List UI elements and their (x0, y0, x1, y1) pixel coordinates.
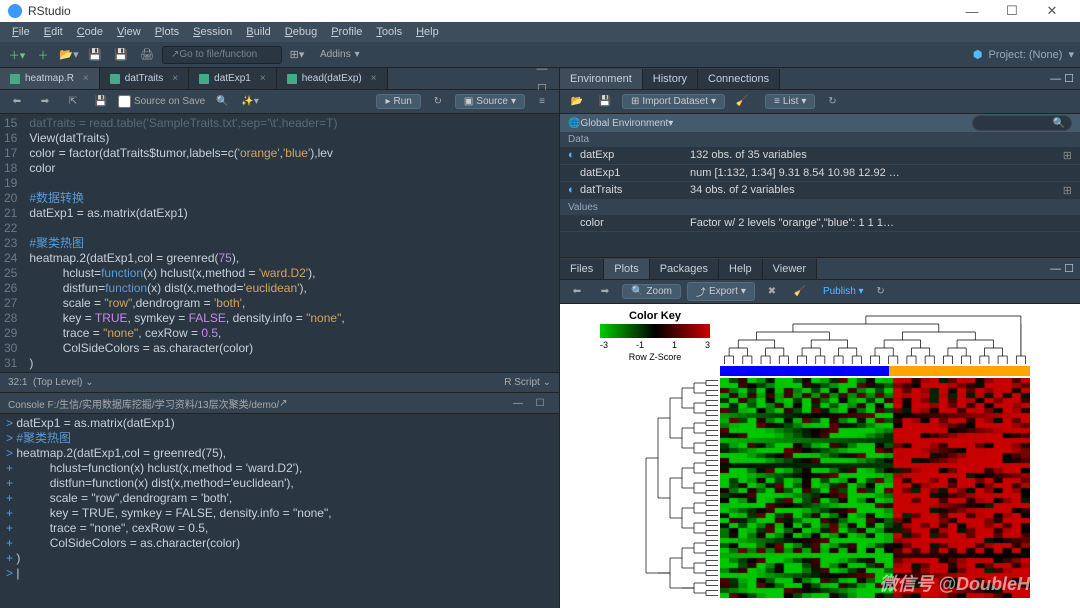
env-tabs: EnvironmentHistoryConnections— ☐ (560, 68, 1080, 90)
plots-tab-packages[interactable]: Packages (650, 259, 719, 279)
print-button[interactable]: 🖨 (136, 45, 158, 65)
refresh-env-button[interactable]: ↻ (821, 92, 843, 112)
new-project-button[interactable]: ＋ (32, 45, 54, 65)
menu-view[interactable]: View (111, 24, 147, 40)
menu-edit[interactable]: Edit (38, 24, 69, 40)
env-toolbar: 📂 💾 ⊞ Import Dataset ▾ 🧹 ≡ List ▾ ↻ (560, 90, 1080, 114)
source-tab[interactable]: datTraits× (100, 68, 189, 89)
env-search[interactable]: 🔍 (972, 115, 1072, 131)
env-scope[interactable]: 🌐 Global Environment ▾ 🔍 (560, 114, 1080, 132)
console-max-button[interactable]: ☐ (529, 393, 551, 413)
open-file-button[interactable]: 📂▾ (58, 45, 80, 65)
plots-tab-help[interactable]: Help (719, 259, 763, 279)
env-tab-history[interactable]: History (643, 69, 698, 89)
console-header: Console F:/生信/实用数据库挖掘/学习资料/13层次聚类/demo/ … (0, 392, 559, 414)
console-path: Console F:/生信/实用数据库挖掘/学习资料/13层次聚类/demo/ (8, 396, 279, 411)
menu-profile[interactable]: Profile (325, 24, 368, 40)
env-tab-environment[interactable]: Environment (560, 69, 643, 89)
source-tab[interactable]: head(datExp)× (277, 68, 388, 89)
console-output[interactable]: > datExp1 = as.matrix(datExp1)> #聚类热图> h… (0, 414, 559, 608)
run-button[interactable]: ▸ Run (376, 94, 420, 109)
addins-menu[interactable]: Addins ▾ (312, 47, 368, 62)
project-menu[interactable]: ⬢Project: (None) ▾ (973, 48, 1074, 61)
list-view-button[interactable]: ≡ List ▾ (765, 94, 815, 109)
menu-session[interactable]: Session (187, 24, 238, 40)
refresh-plot-button[interactable]: ↻ (870, 282, 892, 302)
env-data: Data◐datExp132 obs. of 35 variables⊞datE… (560, 132, 1080, 257)
goto-file-input[interactable]: ↗ Go to file/function (162, 46, 282, 64)
minimize-button[interactable]: — (952, 4, 992, 19)
forward-button[interactable]: ➡ (34, 92, 56, 112)
back-button[interactable]: ⬅ (6, 92, 28, 112)
menu-code[interactable]: Code (71, 24, 109, 40)
menu-help[interactable]: Help (410, 24, 445, 40)
save-ws-button[interactable]: 💾 (594, 92, 616, 112)
new-file-button[interactable]: ＋▾ (6, 45, 28, 65)
color-key: Color Key -3-113 Row Z-Score (600, 310, 710, 362)
clear-plots-button[interactable]: 🧹 (789, 282, 811, 302)
menu-plots[interactable]: Plots (149, 24, 185, 40)
source-editor[interactable]: 151617181920212223242526272829303132 dat… (0, 114, 559, 372)
menu-build[interactable]: Build (240, 24, 276, 40)
export-button[interactable]: ⤴ Export ▾ (687, 282, 755, 301)
clear-env-button[interactable]: 🧹 (731, 92, 753, 112)
source-toolbar: ⬅ ➡ ⇱ 💾 Source on Save 🔍 ✨▾ ▸ Run ↻ ▣ So… (0, 90, 559, 114)
dendrogram-top (720, 314, 1030, 364)
source-button[interactable]: ▣ Source ▾ (455, 94, 525, 109)
menu-tools[interactable]: Tools (370, 24, 408, 40)
zoom-button[interactable]: 🔍 Zoom (622, 284, 681, 299)
plots-toolbar: ⬅ ➡ 🔍 Zoom ⤴ Export ▾ ✖ 🧹 Publish ▾ ↻ (560, 280, 1080, 304)
plots-tab-plots[interactable]: Plots (604, 259, 649, 279)
source-tab[interactable]: heatmap.R× (0, 68, 100, 89)
rerun-button[interactable]: ↻ (427, 92, 449, 112)
save-source-button[interactable]: 💾 (90, 92, 112, 112)
source-tabs: heatmap.R×datTraits×datExp1×head(datExp)… (0, 68, 559, 90)
prev-plot-button[interactable]: ⬅ (566, 282, 588, 302)
rstudio-icon (8, 4, 22, 18)
color-key-gradient (600, 324, 710, 338)
find-button[interactable]: 🔍 (211, 92, 233, 112)
next-plot-button[interactable]: ➡ (594, 282, 616, 302)
env-row[interactable]: datExp1num [1:132, 1:34] 9.31 8.54 10.98… (560, 165, 1080, 182)
import-dataset-button[interactable]: ⊞ Import Dataset ▾ (622, 94, 725, 109)
menubar: FileEditCodeViewPlotsSessionBuildDebugPr… (0, 22, 1080, 42)
plots-tabs: FilesPlotsPackagesHelpViewer— ☐ (560, 258, 1080, 280)
window-title: RStudio (28, 4, 952, 18)
source-on-save[interactable]: Source on Save (118, 95, 205, 108)
plots-tab-viewer[interactable]: Viewer (763, 259, 817, 279)
grid-button[interactable]: ⊞▾ (286, 45, 308, 65)
save-button[interactable]: 💾 (84, 45, 106, 65)
remove-plot-button[interactable]: ✖ (761, 282, 783, 302)
titlebar: RStudio — ☐ ✕ (0, 0, 1080, 22)
wand-button[interactable]: ✨▾ (239, 92, 261, 112)
dendrogram-left (590, 378, 718, 598)
env-row[interactable]: ◐datTraits34 obs. of 2 variables⊞ (560, 182, 1080, 200)
show-in-new-button[interactable]: ⇱ (62, 92, 84, 112)
env-tab-connections[interactable]: Connections (698, 69, 780, 89)
menu-debug[interactable]: Debug (279, 24, 323, 40)
console-clear-button[interactable]: — (507, 393, 529, 413)
outline-button[interactable]: ≡ (531, 92, 553, 112)
heatmap (720, 378, 1030, 598)
menu-file[interactable]: File (6, 24, 36, 40)
source-statusbar: 32:1 (Top Level) ⌄ R Script ⌄ (0, 372, 559, 392)
plots-tab-files[interactable]: Files (560, 259, 604, 279)
source-tab[interactable]: datExp1× (189, 68, 277, 89)
plot-area: Color Key -3-113 Row Z-Score 微信号 @Double… (560, 304, 1080, 608)
column-side-colors (720, 366, 1030, 376)
env-row[interactable]: ◐datExp132 obs. of 35 variables⊞ (560, 147, 1080, 165)
maximize-button[interactable]: ☐ (992, 3, 1032, 19)
save-all-button[interactable]: 💾 (110, 45, 132, 65)
publish-button[interactable]: Publish ▾ (823, 286, 864, 297)
load-ws-button[interactable]: 📂 (566, 92, 588, 112)
close-button[interactable]: ✕ (1032, 3, 1072, 19)
env-row[interactable]: colorFactor w/ 2 levels "orange","blue":… (560, 215, 1080, 232)
